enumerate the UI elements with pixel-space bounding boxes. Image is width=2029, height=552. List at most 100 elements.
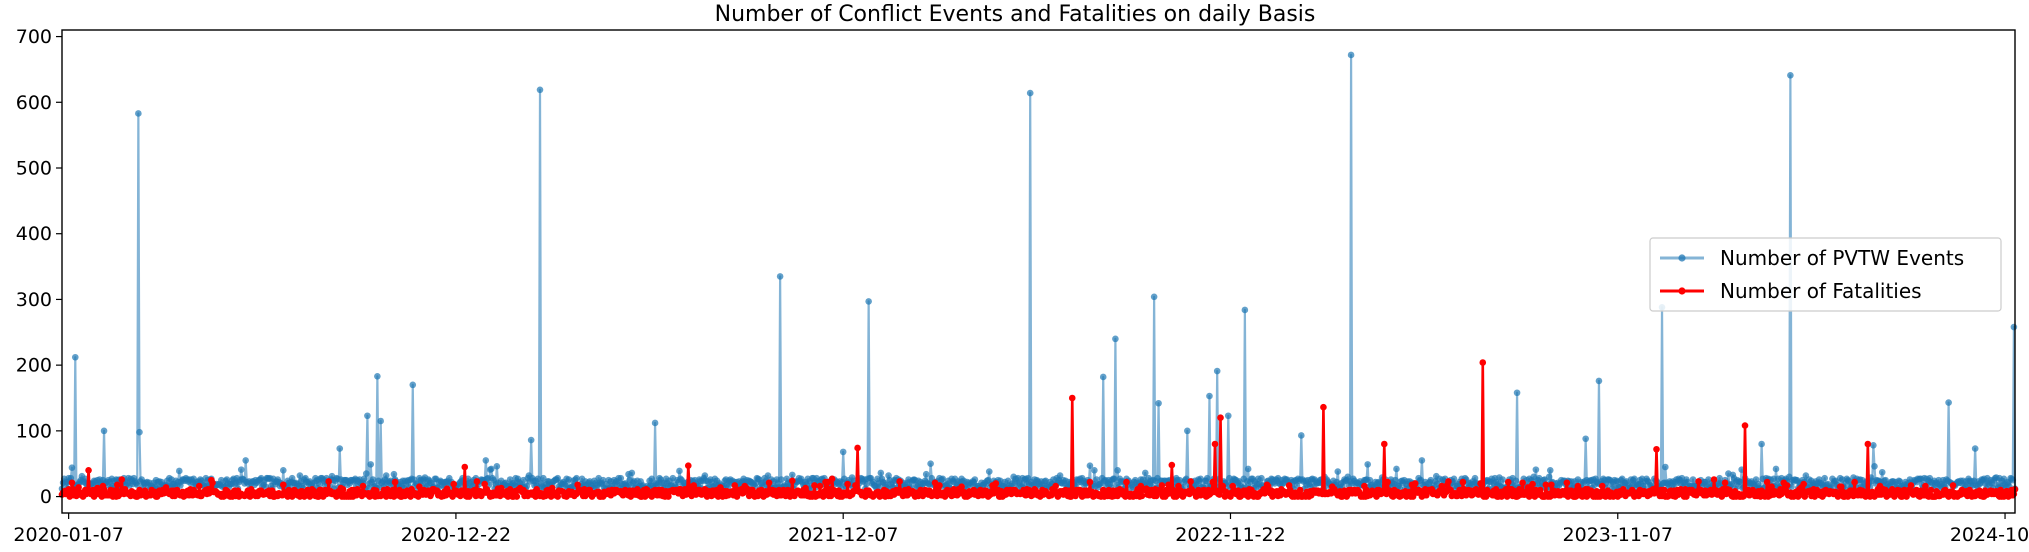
data-point	[1241, 306, 1249, 314]
data-point	[1184, 427, 1191, 435]
data-point	[1864, 440, 1872, 448]
data-point	[135, 110, 142, 117]
data-point	[1927, 486, 1935, 494]
data-point	[1821, 474, 1828, 482]
data-point	[1392, 476, 1399, 484]
data-point	[1741, 422, 1749, 429]
x-tick-label: 2023-11-07	[1563, 524, 1673, 546]
data-point	[1068, 394, 1076, 402]
data-point	[1099, 373, 1107, 381]
series-layer	[58, 51, 2019, 500]
data-point	[280, 481, 287, 489]
data-point	[1721, 479, 1729, 487]
data-point	[1695, 478, 1702, 485]
data-point	[1258, 474, 1265, 482]
data-point	[325, 478, 332, 485]
x-tick-label: 2021-12-07	[788, 524, 898, 546]
data-point	[1532, 466, 1540, 473]
data-point	[1418, 457, 1426, 464]
data-point	[390, 470, 398, 478]
data-point	[367, 461, 375, 468]
data-point	[1086, 478, 1094, 486]
y-axis: 0 100 200 300 400 500 600 700	[16, 26, 62, 508]
data-point	[1091, 466, 1098, 474]
data-point	[1459, 478, 1467, 486]
data-point	[2010, 323, 2018, 331]
data-point	[1187, 478, 1194, 485]
data-point	[1504, 478, 1512, 486]
data-point	[1945, 399, 1952, 406]
data-point	[68, 479, 76, 487]
data-point	[488, 465, 495, 473]
data-point	[1479, 359, 1487, 366]
data-point	[971, 476, 979, 483]
data-point	[360, 475, 368, 483]
data-point	[1211, 440, 1219, 448]
data-point	[554, 474, 562, 482]
data-point	[391, 478, 399, 486]
data-point	[1155, 399, 1162, 407]
data-point	[336, 445, 344, 452]
data-point	[473, 478, 481, 485]
data-point	[1716, 474, 1723, 482]
data-point	[536, 86, 544, 94]
data-point	[701, 472, 709, 479]
data-point	[1653, 445, 1660, 453]
data-point	[175, 467, 183, 475]
data-point	[1217, 414, 1224, 422]
data-point	[684, 462, 692, 469]
data-point	[1878, 468, 1886, 476]
data-point	[209, 479, 216, 487]
data-point	[68, 464, 76, 471]
data-point	[828, 475, 836, 483]
data-point	[409, 381, 417, 389]
data-point	[1384, 478, 1391, 486]
data-point	[985, 468, 993, 475]
data-point	[1477, 480, 1484, 487]
data-point	[1851, 478, 1858, 486]
data-point	[1123, 478, 1130, 486]
legend-label-fatalities: Number of Fatalities	[1720, 279, 1922, 303]
series-fatalities	[58, 359, 2019, 500]
data-point	[1787, 72, 1794, 79]
data-point	[936, 482, 943, 489]
data-point	[1213, 367, 1221, 375]
chart-title: Number of Conflict Events and Fatalities…	[715, 2, 1316, 27]
data-point	[1086, 462, 1094, 469]
data-point	[1595, 377, 1603, 385]
data-point	[1662, 463, 1669, 471]
data-point	[1244, 465, 1252, 473]
data-point	[364, 412, 371, 420]
data-point	[1093, 476, 1100, 483]
y-tick-label: 400	[16, 223, 52, 245]
data-point	[1949, 482, 1957, 489]
x-tick-label: 2022-11-22	[1175, 524, 1285, 546]
x-tick-label: 2020-12-22	[401, 524, 511, 546]
data-point	[280, 466, 287, 474]
x-axis: 2020-01-07 2020-12-22 2021-12-07 2022-11-22…	[13, 513, 2029, 546]
data-point	[237, 466, 245, 473]
data-point	[75, 484, 82, 491]
data-point	[1519, 479, 1526, 487]
data-point	[1529, 480, 1536, 488]
x-tick-label: 2020-01-07	[13, 524, 123, 546]
data-point	[1546, 466, 1554, 474]
y-tick-label: 0	[40, 486, 52, 508]
data-point	[776, 273, 784, 280]
data-point	[1320, 403, 1327, 411]
data-point	[527, 436, 535, 444]
data-point	[1138, 492, 1146, 500]
data-point	[296, 472, 304, 479]
data-point	[777, 476, 785, 483]
data-point	[1445, 478, 1452, 485]
data-point	[359, 482, 367, 490]
data-point	[136, 428, 143, 436]
data-point	[1871, 463, 1878, 470]
data-point	[1631, 475, 1638, 483]
data-point	[789, 477, 796, 485]
data-point	[513, 493, 521, 500]
data-point	[1209, 478, 1217, 486]
data-point	[1758, 440, 1765, 448]
data-point	[1689, 476, 1697, 483]
